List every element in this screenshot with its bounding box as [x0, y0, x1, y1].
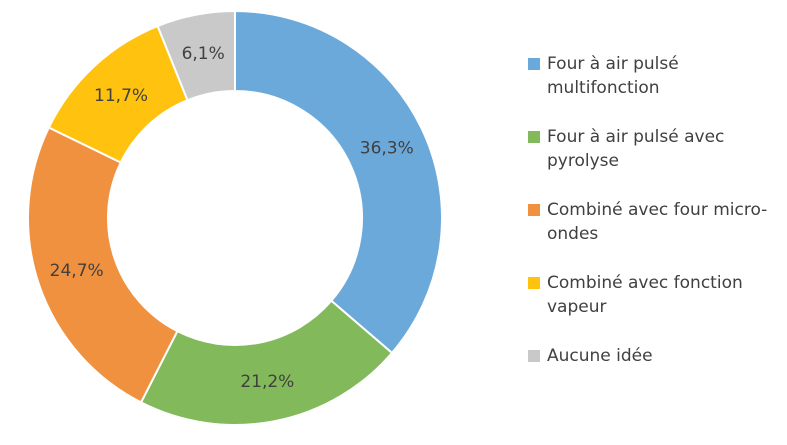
legend: Four à air pulsé multifonction Four à air…: [528, 52, 787, 393]
data-label: 24,7%: [50, 261, 104, 281]
legend-swatch: [528, 131, 540, 143]
data-label: 6,1%: [182, 44, 225, 64]
slice: [156, 9, 236, 102]
legend-label: Combiné avec four micro-ondes: [547, 200, 768, 244]
legend-item: Combiné avec fonction vapeur: [528, 271, 787, 319]
slice: [27, 126, 179, 404]
legend-swatch: [528, 277, 540, 289]
legend-label: Four à air pulsé avec pyrolyse: [547, 127, 725, 171]
legend-item: Four à air pulsé multifonction: [528, 52, 787, 100]
slice: [139, 299, 394, 426]
slice: [234, 9, 443, 355]
legend-label: Combiné avec fonction vapeur: [547, 273, 743, 317]
data-label: 21,2%: [240, 372, 294, 392]
legend-item: Four à air pulsé avec pyrolyse: [528, 125, 787, 173]
legend-label: Aucune idée: [547, 346, 653, 366]
legend-item: Aucune idée: [528, 344, 787, 368]
data-label: 36,3%: [360, 138, 414, 158]
legend-swatch: [528, 58, 540, 70]
legend-label: Four à air pulsé multifonction: [547, 54, 679, 98]
legend-swatch: [528, 350, 540, 362]
legend-item: Combiné avec four micro-ondes: [528, 198, 787, 246]
data-label: 11,7%: [94, 86, 148, 106]
legend-swatch: [528, 204, 540, 216]
